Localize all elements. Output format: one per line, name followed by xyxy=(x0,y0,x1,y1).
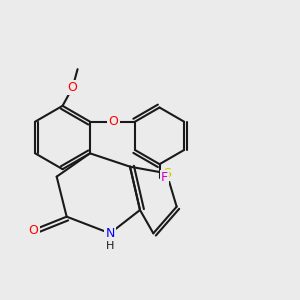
Text: F: F xyxy=(161,171,168,184)
Text: O: O xyxy=(28,224,38,236)
Text: H: H xyxy=(106,241,114,251)
Text: O: O xyxy=(68,81,77,94)
Text: O: O xyxy=(108,115,118,128)
Text: N: N xyxy=(105,227,115,240)
Text: S: S xyxy=(163,167,171,180)
